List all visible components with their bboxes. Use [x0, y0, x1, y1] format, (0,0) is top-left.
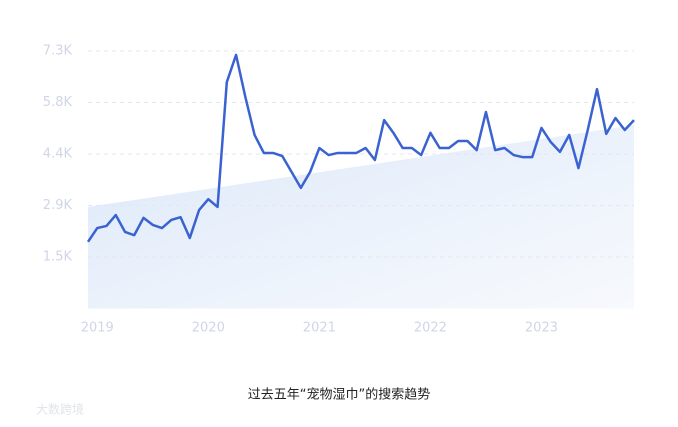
trend-area [88, 125, 634, 309]
y-tick-label: 2.9K [43, 198, 73, 213]
line [86, 53, 635, 243]
x-tick-label: 2023 [525, 321, 558, 336]
y-tick-label: 1.5K [43, 250, 73, 265]
x-tick-label: 2022 [414, 321, 447, 336]
y-tick-label: 5.8K [43, 95, 73, 110]
watermark: 大数跨境 [36, 402, 84, 417]
x-tick-label: 2020 [192, 321, 225, 336]
x-tick-label: 2019 [81, 321, 114, 336]
chart-title: 过去五年“宠物湿巾”的搜索趋势 [248, 387, 430, 403]
y-tick-label: 4.4K [43, 147, 73, 162]
y-tick-label: 7.3K [43, 44, 73, 59]
x-tick-label: 2021 [303, 321, 336, 336]
